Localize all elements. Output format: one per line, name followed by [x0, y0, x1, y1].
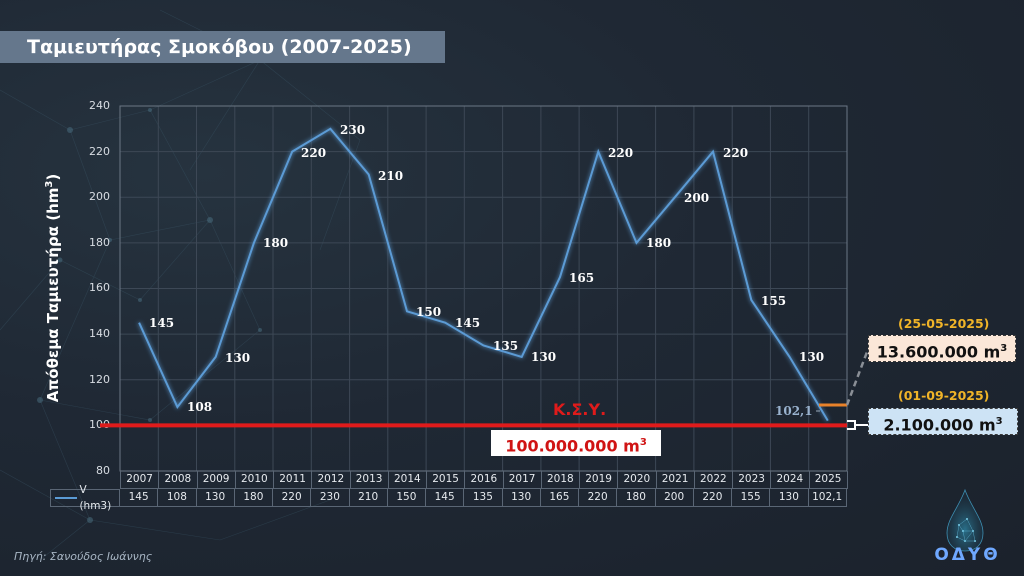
data-label: 220 [608, 146, 634, 160]
table-value-cell: 200 [655, 489, 694, 507]
y-tick: 160 [89, 281, 110, 294]
data-label: 130 [799, 350, 825, 364]
table-value-cell: 130 [770, 489, 809, 507]
callout-box-2: 2.100.000 m3 [868, 408, 1018, 435]
table-year-cell: 2008 [159, 471, 198, 489]
data-label: 145 [455, 316, 481, 330]
table-value-cell: 108 [158, 489, 197, 507]
table-year-cell: 2021 [656, 471, 695, 489]
table-value-cell: 145 [426, 489, 465, 507]
ksy-value-text: 100.000.000 m [505, 436, 640, 456]
callout-date-1: (25-05-2025) [898, 316, 990, 331]
data-label: 155 [761, 294, 787, 308]
table-value-cell: 210 [349, 489, 388, 507]
table-value-cell: 102,1 [808, 489, 847, 507]
table-value-cell: 155 [732, 489, 771, 507]
callout-value-1: 13.600.000 m [876, 342, 1001, 362]
table-value-cell: 220 [579, 489, 618, 507]
table-year-cell: 2014 [388, 471, 427, 489]
y-tick: 80 [96, 464, 110, 477]
table-year-cell: 2025 [809, 471, 848, 489]
y-tick: 240 [89, 99, 110, 112]
y-tick: 180 [89, 236, 110, 249]
table-year-cell: 2017 [503, 471, 542, 489]
data-label: 135 [493, 339, 519, 353]
table-value-cell: 165 [540, 489, 579, 507]
table-header-row: 2007 2008 2009 2010 2011 2012 2013 2014 … [120, 471, 848, 489]
table-value-cell: 145 [120, 489, 159, 507]
callout-sup-1: 3 [1000, 343, 1008, 354]
table-year-cell: 2018 [541, 471, 580, 489]
table-year-cell: 2012 [312, 471, 351, 489]
callout-sup-2: 3 [995, 416, 1003, 427]
legend-line-icon [55, 497, 78, 499]
data-label: 180 [646, 236, 672, 250]
plot-area-border [119, 105, 848, 472]
data-label: 220 [301, 146, 327, 160]
y-tick: 100 [89, 418, 110, 431]
table-value-cell: 230 [311, 489, 350, 507]
table-year-cell: 2011 [274, 471, 313, 489]
table-value-cell: 180 [234, 489, 273, 507]
data-label: 220 [723, 146, 749, 160]
y-tick: 200 [89, 190, 110, 203]
data-label: 130 [531, 350, 557, 364]
ksy-label: Κ.Σ.Υ. [553, 400, 607, 419]
table-year-cell: 2022 [694, 471, 733, 489]
data-label: 108 [187, 400, 213, 414]
data-label: 130 [225, 351, 251, 365]
table-value-cell: 180 [617, 489, 656, 507]
table-year-cell: 2019 [580, 471, 619, 489]
table-year-cell: 2016 [465, 471, 504, 489]
table-year-cell: 2010 [235, 471, 274, 489]
callout-date-2: (01-09-2025) [898, 388, 990, 403]
data-label: 210 [378, 169, 404, 183]
page-title: Ταμιευτήρας Σμοκόβου (2007-2025) [0, 31, 445, 63]
y-tick: 220 [89, 145, 110, 158]
data-label: 145 [149, 316, 175, 330]
table-value-cell: 220 [273, 489, 312, 507]
table-year-cell: 2007 [121, 471, 160, 489]
table-value-cell: 130 [502, 489, 541, 507]
data-label: 180 [263, 236, 289, 250]
callout-box-1: 13.600.000 m3 [868, 335, 1016, 362]
legend-series-label: V (hm3) [79, 484, 112, 512]
logo-text: ΟΔΥΘ [934, 545, 1001, 565]
table-value-cell: 135 [464, 489, 503, 507]
table-legend-cell: V (hm3) [50, 484, 120, 512]
callout-connector-dashed [845, 351, 869, 406]
table-year-cell: 2023 [733, 471, 772, 489]
data-label: 150 [416, 305, 442, 319]
data-label: 165 [569, 271, 595, 285]
table-year-cell: 2015 [427, 471, 466, 489]
table-year-cell: 2024 [771, 471, 810, 489]
data-label-last: 102,1 [775, 404, 813, 418]
table-year-cell: 2020 [618, 471, 657, 489]
table-values-row: 145 108 130 180 220 230 210 150 145 135 … [120, 489, 847, 507]
callout-connector-bracket [847, 420, 868, 430]
water-drop-logo-icon [946, 488, 984, 552]
table-value-cell: 150 [387, 489, 426, 507]
table-value-cell: 220 [693, 489, 732, 507]
callout-value-2: 2.100.000 m [883, 415, 996, 435]
table-year-cell: 2013 [350, 471, 389, 489]
y-tick: 140 [89, 327, 110, 340]
volume-series-line [138, 127, 829, 422]
data-label: 200 [684, 191, 710, 205]
table-value-cell: 130 [196, 489, 235, 507]
ksy-value-box: 100.000.000 m3 [491, 430, 661, 456]
data-label: 230 [340, 123, 366, 137]
source-credit: Πηγή: Σανούδος Ιωάννης [14, 550, 153, 563]
plot-gridlines [120, 106, 847, 471]
table-year-cell: 2009 [197, 471, 236, 489]
y-tick: 120 [89, 373, 110, 386]
ksy-value-sup: 3 [639, 437, 647, 448]
